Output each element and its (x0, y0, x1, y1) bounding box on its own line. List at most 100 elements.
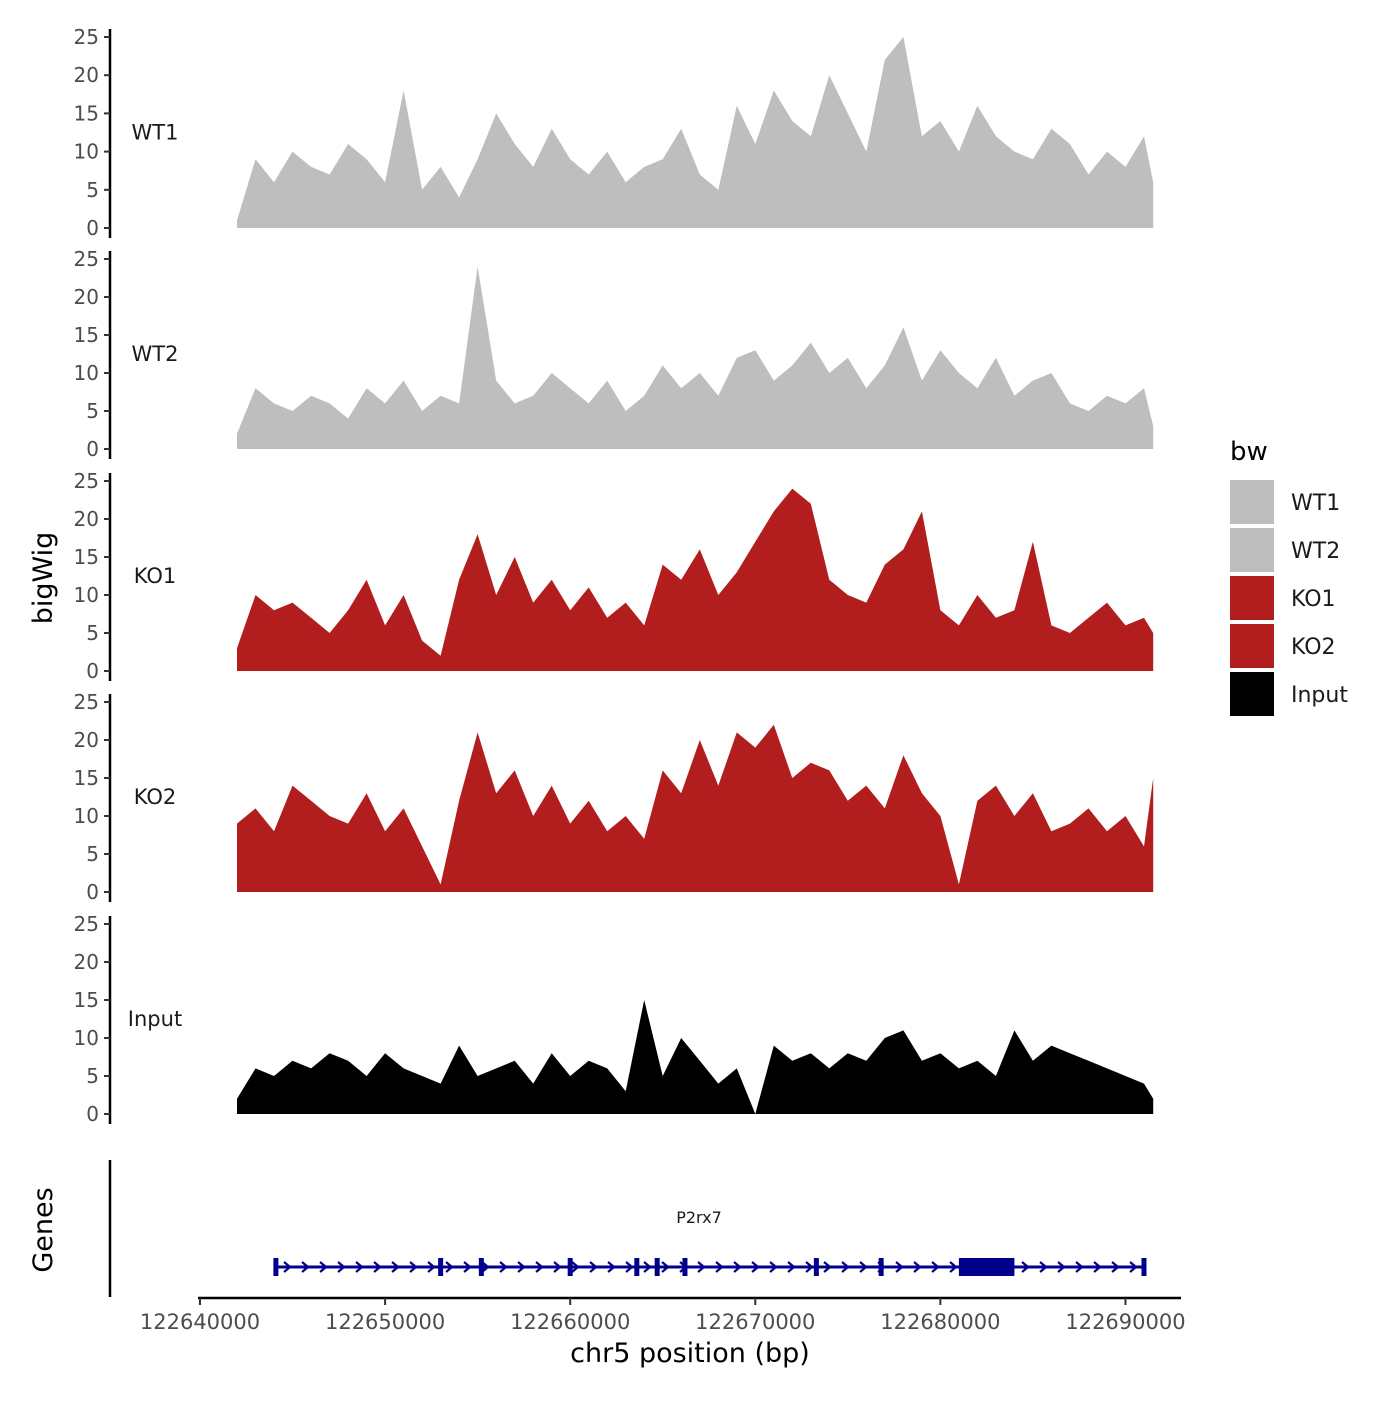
gene-exon (438, 1258, 444, 1276)
strand-arrow (751, 1261, 760, 1273)
y-tick-label: 5 (86, 399, 99, 423)
x-tick-label: 122680000 (880, 1310, 1000, 1334)
strand-arrow (301, 1261, 310, 1273)
y-tick-label: 10 (74, 583, 99, 607)
strand-arrow (427, 1261, 436, 1273)
gene-exon (878, 1258, 884, 1276)
genes-track-title: Genes (28, 1187, 59, 1272)
strand-arrow (859, 1261, 868, 1273)
strand-arrow (625, 1261, 634, 1273)
strand-arrow (931, 1261, 940, 1273)
track-ko2: 0 5 10 15 20 25 KO2 (74, 690, 1154, 904)
gene-exon (273, 1258, 279, 1276)
legend: bw WT1 WT2 KO1 KO2 Input (1230, 437, 1348, 716)
tracks-group: 0510152025WT10510152025WT20510152025KO10… (74, 25, 1154, 1126)
y-tick-label: 15 (74, 323, 99, 347)
strand-arrow (697, 1261, 706, 1273)
y-axis-title: bigWig (28, 532, 59, 625)
y-tick-label: 25 (74, 247, 99, 271)
strand-arrow (1093, 1261, 1102, 1273)
x-tick-label: 122640000 (140, 1310, 260, 1334)
gene-exon (654, 1258, 660, 1276)
track-label-ko1: KO1 (134, 564, 177, 588)
coverage-area-wt1 (237, 37, 1154, 228)
strand-arrow (499, 1261, 508, 1273)
gene-exon (478, 1258, 484, 1276)
gene-name-label: P2rx7 (676, 1208, 722, 1227)
strand-arrow (571, 1261, 580, 1273)
gene-exon (1141, 1258, 1147, 1276)
x-tick-label: 122670000 (695, 1310, 815, 1334)
coverage-area-input (237, 1000, 1154, 1114)
y-tick-label: 20 (74, 507, 99, 531)
y-tick-label: 25 (74, 25, 99, 49)
gene-exon (634, 1258, 640, 1276)
strand-arrow (553, 1261, 562, 1273)
x-tick-label: 122650000 (325, 1310, 445, 1334)
strand-arrow (787, 1261, 796, 1273)
coverage-area-ko1 (237, 488, 1154, 671)
gene-exon (813, 1258, 819, 1276)
track-input: 0 5 10 15 20 25 Input (74, 912, 1154, 1126)
y-tick-label: 25 (74, 912, 99, 936)
strand-arrow (913, 1261, 922, 1273)
strand-arrow (805, 1261, 814, 1273)
y-tick-label: 0 (86, 1102, 99, 1126)
strand-arrow (1111, 1261, 1120, 1273)
legend-label-input: Input (1291, 683, 1348, 708)
legend-label-ko2: KO2 (1291, 635, 1336, 660)
strand-arrow (949, 1261, 958, 1273)
y-tick-label: 5 (86, 842, 99, 866)
strand-arrow (643, 1261, 652, 1273)
track-label-ko2: KO2 (134, 785, 177, 809)
strand-arrow (319, 1261, 328, 1273)
legend-key-input (1230, 672, 1274, 716)
track-wt2: 0 5 10 15 20 25 WT2 (74, 247, 1154, 461)
legend-label-wt2: WT2 (1291, 539, 1340, 564)
y-tick-label: 0 (86, 659, 99, 683)
y-tick-label: 5 (86, 178, 99, 202)
strand-arrow (373, 1261, 382, 1273)
strand-arrow (895, 1261, 904, 1273)
x-tick-label: 122660000 (510, 1310, 630, 1334)
strand-arrow (1039, 1261, 1048, 1273)
y-tick-label: 20 (74, 63, 99, 87)
gene-track: P2rx7 (108, 1160, 1147, 1297)
y-tick-label: 10 (74, 361, 99, 385)
strand-arrow (283, 1261, 292, 1273)
coverage-area-wt2 (237, 266, 1154, 449)
y-tick-label: 0 (86, 216, 99, 240)
gene-exon (682, 1258, 688, 1276)
track-label-wt2: WT2 (132, 342, 179, 366)
legend-label-wt1: WT1 (1291, 491, 1340, 516)
strand-arrow (1021, 1261, 1030, 1273)
strand-arrow (1075, 1261, 1084, 1273)
y-tick-label: 10 (74, 804, 99, 828)
strand-arrow (463, 1261, 472, 1273)
y-tick-label: 5 (86, 1064, 99, 1088)
track-ko1: 0 5 10 15 20 25 KO1 (74, 469, 1154, 683)
strand-arrow (445, 1261, 454, 1273)
strand-arrow (517, 1261, 526, 1273)
track-wt1: 0 5 10 15 20 25 WT1 (74, 25, 1154, 240)
y-tick-label: 0 (86, 880, 99, 904)
y-tick-label: 0 (86, 437, 99, 461)
strand-arrow (535, 1261, 544, 1273)
strand-arrow (1057, 1261, 1066, 1273)
legend-label-ko1: KO1 (1291, 587, 1336, 612)
x-axis-title: chr5 position (bp) (570, 1338, 810, 1369)
strand-arrow (607, 1261, 616, 1273)
coverage-area-ko2 (237, 724, 1154, 892)
y-tick-label: 15 (74, 988, 99, 1012)
legend-key-wt1 (1230, 480, 1274, 524)
strand-arrow (841, 1261, 850, 1273)
y-tick-label: 25 (74, 690, 99, 714)
track-label-wt1: WT1 (132, 121, 179, 145)
strand-arrow (715, 1261, 724, 1273)
legend-key-ko1 (1230, 576, 1274, 620)
strand-arrow (481, 1261, 490, 1273)
strand-arrow (823, 1261, 832, 1273)
strand-arrow (409, 1261, 418, 1273)
